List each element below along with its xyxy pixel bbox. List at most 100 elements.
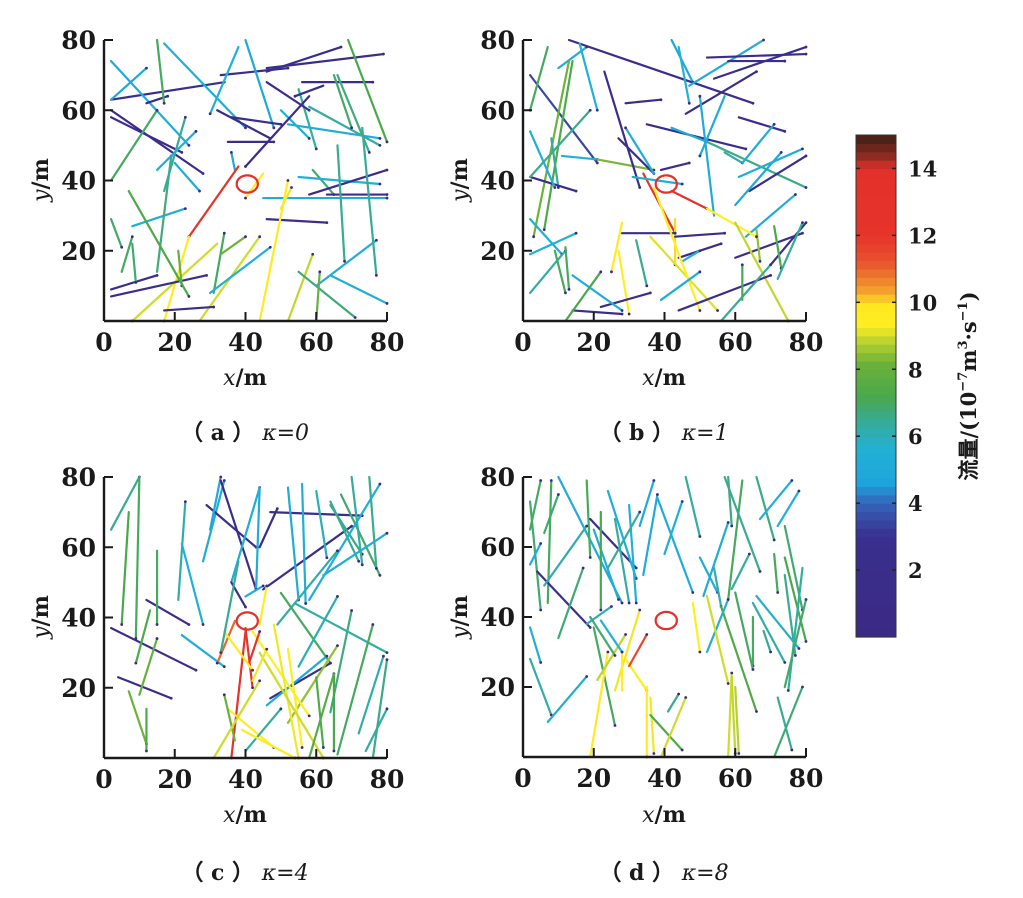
fracture-segment	[734, 232, 804, 259]
fracture-tip	[691, 591, 695, 594]
colorbar-band	[856, 260, 896, 270]
x-tick-label: 60	[299, 328, 334, 357]
fracture-tip	[769, 650, 773, 654]
fracture-segment	[528, 657, 553, 717]
panel-c: 0 20 40 60 80 20 40 60 80 x/m y/m （ c ） κ=4	[28, 463, 404, 886]
fracture-tip	[307, 136, 311, 140]
fracture-segment	[163, 116, 187, 193]
fracture-segment	[528, 218, 564, 256]
fracture-tip	[783, 661, 787, 664]
fracture-segment	[571, 274, 624, 312]
fracture-tip	[599, 270, 603, 274]
colorbar-band	[856, 436, 896, 446]
fracture-tip	[385, 168, 389, 172]
fracture-tip	[595, 108, 599, 112]
fracture-tip	[698, 309, 702, 312]
colorbar-band	[856, 394, 896, 404]
fracture-tip	[758, 259, 762, 263]
fracture-tip	[279, 707, 283, 711]
fracture-segment	[269, 511, 364, 517]
fracture-tip	[378, 143, 382, 147]
fracture-segment	[371, 658, 389, 760]
colorbar-band	[856, 160, 896, 170]
fracture-tip	[166, 94, 170, 98]
x-tick-label: 20	[157, 328, 192, 357]
fracture-tip	[350, 609, 354, 612]
fracture-segment	[109, 109, 205, 175]
fracture-segment	[297, 270, 357, 319]
colorbar-band	[856, 570, 896, 580]
fracture-tip	[801, 685, 804, 689]
fracture-tip	[290, 186, 293, 189]
fracture-segment	[705, 594, 730, 685]
fracture-tip	[588, 108, 592, 112]
fracture-tip	[680, 500, 684, 503]
fracture-segment	[173, 161, 201, 193]
fracture-segment	[702, 521, 730, 598]
fracture-tip	[385, 302, 389, 305]
fracture-tip	[339, 45, 343, 49]
y-tick-label: 40	[61, 604, 96, 633]
fracture-tip	[169, 696, 173, 700]
fracture-segment	[674, 232, 726, 238]
panel-caption: （ b ） κ=1	[599, 420, 728, 446]
x-tick-label: 20	[576, 764, 611, 793]
fracture-segment	[120, 235, 134, 273]
fracture-segment	[265, 655, 328, 707]
fracture-tip	[187, 143, 191, 147]
fracture-tip	[244, 605, 247, 609]
colorbar-band	[856, 327, 896, 337]
fracture-segment	[279, 109, 311, 140]
well-marker	[654, 610, 678, 631]
fracture-tip	[251, 668, 254, 672]
fracture-tip	[627, 601, 631, 605]
fracture-segment	[308, 105, 382, 147]
fracture-tip	[286, 66, 290, 70]
y-axis-label: y/m	[447, 158, 473, 203]
fracture-segment	[546, 675, 588, 724]
fracture-segment	[244, 95, 311, 168]
fracture-tip	[744, 147, 748, 151]
colorbar-band	[856, 168, 896, 178]
fracture-tip	[134, 280, 138, 284]
fracture-tip	[343, 259, 346, 263]
fracture-tip	[325, 221, 329, 225]
fracture-segment	[550, 137, 560, 189]
fracture-segment	[209, 246, 272, 294]
fracture-tip	[385, 707, 389, 711]
fracture-segment	[301, 482, 307, 605]
panel-caption: （ a ） κ=0	[181, 420, 309, 446]
fracture-tip	[638, 510, 642, 514]
fracture-segment	[734, 151, 783, 207]
fracture-segment	[762, 629, 772, 654]
fracture-tip	[680, 748, 684, 752]
fracture-tip	[180, 151, 184, 154]
fracture-segment	[741, 123, 776, 165]
fracture-segment	[177, 249, 183, 287]
fracture-tip	[350, 126, 354, 130]
colorbar-frame	[855, 134, 897, 638]
fracture-tip	[801, 147, 804, 151]
fracture-segment	[560, 154, 599, 161]
fracture-tip	[793, 193, 797, 196]
well-marker	[235, 611, 259, 631]
fracture-segment	[357, 655, 385, 735]
fracture-segment	[543, 524, 588, 587]
colorbar-band	[856, 461, 896, 471]
fracture-segment	[532, 59, 571, 238]
fracture-segment	[564, 270, 602, 323]
colorbar-band	[856, 402, 896, 412]
fracture-tip	[265, 647, 269, 651]
fracture-segment	[635, 239, 648, 287]
panel-b: 0 20 40 60 80 20 40 60 80 x/m y/m （ b ） κ=1	[447, 26, 823, 446]
fracture-segment	[361, 126, 378, 277]
well-marker	[654, 174, 678, 194]
fracture-tip	[212, 305, 216, 309]
fracture-segment	[258, 507, 279, 549]
fracture-segment	[617, 137, 655, 175]
fracture-segment	[177, 500, 187, 602]
fracture-tip	[244, 235, 247, 239]
fracture-tip	[183, 500, 187, 503]
fracture-tip	[684, 696, 688, 699]
colorbar-band	[856, 143, 896, 153]
